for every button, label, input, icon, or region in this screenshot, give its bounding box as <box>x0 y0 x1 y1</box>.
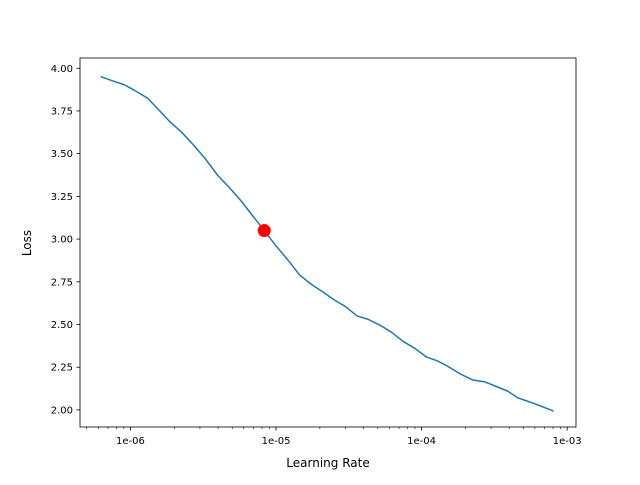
x-tick-label: 1e-06 <box>116 436 145 447</box>
y-tick-label: 2.00 <box>51 405 73 416</box>
x-tick-label: 1e-04 <box>407 436 436 447</box>
y-axis-ticks: 2.00 2.25 2.50 2.75 3.00 3.25 3.50 3.75 4.00 <box>51 64 80 416</box>
y-tick-label: 3.00 <box>51 235 73 246</box>
x-axis-ticks: 1e-06 1e-05 1e-04 1e-03 <box>86 427 582 447</box>
plot-frame <box>79 57 577 428</box>
y-tick-label: 3.50 <box>51 149 73 160</box>
y-tick-label: 3.25 <box>51 192 73 203</box>
y-tick-label: 3.75 <box>51 106 73 117</box>
y-tick-label: 2.25 <box>51 363 73 374</box>
x-axis-label: Learning Rate <box>286 456 369 470</box>
series-line <box>100 76 554 412</box>
y-tick-label: 2.50 <box>51 320 73 331</box>
x-tick-label: 1e-03 <box>553 436 582 447</box>
x-tick-label: 1e-05 <box>262 436 291 447</box>
y-tick-label: 2.75 <box>51 277 73 288</box>
y-axis-label: Loss <box>20 230 34 256</box>
y-tick-label: 4.00 <box>51 64 73 75</box>
suggested-lr-marker <box>257 224 271 238</box>
